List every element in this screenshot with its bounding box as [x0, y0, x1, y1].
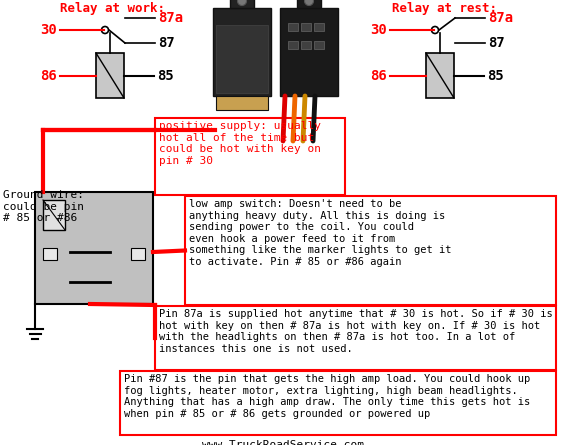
Text: 85: 85 — [487, 69, 504, 82]
Text: Pin #87 is the pin that gets the high amp load. You could hook up
fog lights, he: Pin #87 is the pin that gets the high am… — [124, 374, 530, 419]
Text: 87a: 87a — [158, 11, 183, 25]
Bar — [280, 8, 338, 96]
Text: 86: 86 — [40, 69, 57, 82]
Text: 85: 85 — [157, 69, 174, 82]
Text: positive supply: usually
hot all of the time but
could be hot with key on
pin # : positive supply: usually hot all of the … — [159, 121, 321, 166]
Bar — [314, 41, 324, 49]
Circle shape — [238, 0, 247, 5]
Text: Relay at rest:: Relay at rest: — [392, 2, 497, 15]
Bar — [288, 23, 298, 31]
Bar — [288, 41, 298, 49]
Text: 86: 86 — [370, 69, 387, 82]
Text: 87a: 87a — [488, 11, 513, 25]
Text: Pin 87a is supplied hot anytime that # 30 is hot. So if # 30 is
hot with key on : Pin 87a is supplied hot anytime that # 3… — [159, 309, 553, 354]
Bar — [96, 53, 124, 98]
Text: low amp switch: Doesn't need to be
anything heavy duty. All this is doing is
sen: low amp switch: Doesn't need to be anyth… — [189, 199, 452, 267]
Bar — [35, 192, 153, 304]
Text: 87: 87 — [158, 36, 175, 50]
Text: 30: 30 — [40, 23, 57, 37]
Bar — [297, 0, 320, 8]
Bar — [216, 25, 268, 93]
Bar — [155, 118, 345, 195]
Bar — [301, 41, 311, 49]
Bar — [426, 53, 454, 98]
Bar — [131, 248, 145, 260]
Text: 30: 30 — [370, 23, 387, 37]
Bar — [314, 23, 324, 31]
Bar — [301, 23, 311, 31]
Text: www.TruckRoadService.com: www.TruckRoadService.com — [202, 440, 364, 445]
Bar — [43, 248, 57, 260]
Circle shape — [305, 0, 314, 5]
Bar — [185, 196, 556, 305]
Bar — [230, 0, 254, 8]
Text: Ground wire:
could be pin
# 85 or #86: Ground wire: could be pin # 85 or #86 — [3, 190, 84, 223]
Text: 87: 87 — [488, 36, 505, 50]
Text: Relay at work:: Relay at work: — [60, 2, 165, 15]
Bar — [155, 306, 556, 370]
Bar — [120, 371, 556, 435]
Bar — [213, 8, 271, 96]
Bar — [43, 200, 65, 230]
Bar — [216, 96, 268, 110]
